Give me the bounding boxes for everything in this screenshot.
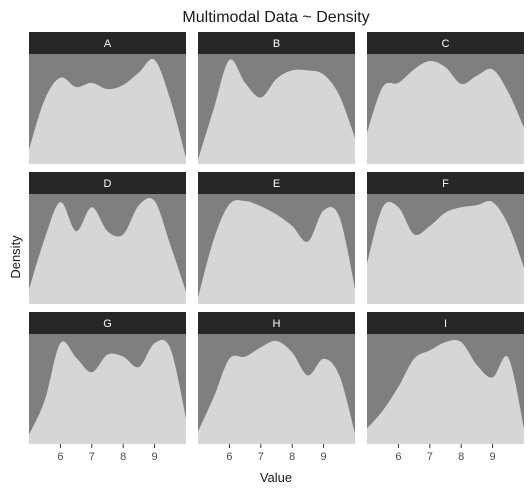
facet-strip-label: G <box>103 318 112 330</box>
facet-panel-d: D <box>29 172 186 304</box>
facet-panel-e: E <box>198 172 355 304</box>
facet-strip <box>367 32 524 54</box>
facet-strip-label: H <box>273 318 281 330</box>
x-tick-label: 9 <box>321 451 327 463</box>
facet-strip-label: F <box>442 178 449 190</box>
density-area <box>29 339 186 444</box>
facet-strip <box>29 172 186 194</box>
density-area <box>29 197 186 304</box>
facet-panel-a: A <box>29 32 186 164</box>
facet-strip-label: E <box>273 178 280 190</box>
x-tick-label: 7 <box>258 451 264 463</box>
facet-strip-label: D <box>104 178 112 190</box>
facet-strip <box>29 32 186 54</box>
x-tick-label: 6 <box>395 451 401 463</box>
y-axis-label: Density <box>8 235 23 279</box>
facet-strip-label: C <box>442 38 450 50</box>
facet-panel-g: G <box>29 312 186 444</box>
x-tick-label: 7 <box>89 451 95 463</box>
x-tick-label: 9 <box>490 451 496 463</box>
x-tick-label: 6 <box>57 451 63 463</box>
facet-panel-b: B <box>198 32 355 164</box>
facet-strip <box>367 312 524 334</box>
density-area <box>367 201 524 304</box>
facet-panel-f: F <box>367 172 524 304</box>
x-tick-label: 8 <box>458 451 464 463</box>
density-area <box>367 61 524 164</box>
facet-strip-label: A <box>104 38 112 50</box>
facet-strip <box>198 312 355 334</box>
x-tick-label: 7 <box>427 451 433 463</box>
x-axis-label: Value <box>260 470 292 485</box>
facet-strip <box>29 312 186 334</box>
x-tick-label: 6 <box>226 451 232 463</box>
facet-panel-c: C <box>367 32 524 164</box>
x-tick-label: 8 <box>289 451 295 463</box>
facet-strip-label: I <box>444 318 447 330</box>
x-tick-label: 9 <box>152 451 158 463</box>
x-axis: 6 7 8 9 6 7 8 9 6 7 8 9 <box>57 444 496 463</box>
facet-panel-h: H <box>198 312 355 444</box>
facet-panels: A B C D E F G H I <box>29 32 524 444</box>
density-area <box>367 340 524 444</box>
density-area <box>198 59 355 164</box>
facet-panel-i: I <box>367 312 524 444</box>
facet-strip <box>198 172 355 194</box>
density-area <box>198 200 355 304</box>
facet-strip-label: B <box>273 38 280 50</box>
chart-title: Multimodal Data ~ Density <box>182 9 369 26</box>
density-area <box>29 59 186 164</box>
facet-strip <box>367 172 524 194</box>
facet-strip <box>198 32 355 54</box>
density-area <box>198 340 355 444</box>
x-tick-label: 8 <box>120 451 126 463</box>
